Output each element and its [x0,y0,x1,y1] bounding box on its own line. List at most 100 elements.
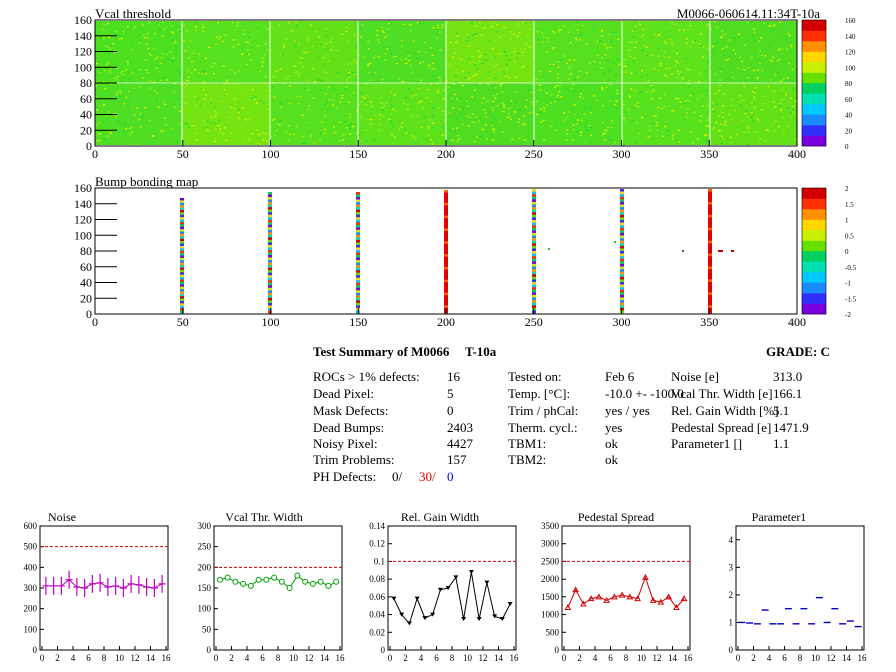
chart-ytick-label: 0 [381,645,386,655]
chart-ytick-label: 0.12 [369,539,385,549]
series-line [45,579,163,589]
color-scale-label: 40 [845,112,853,120]
chart-title: Parameter1 [752,510,807,524]
color-scale-segment [802,72,826,84]
map-ytick-label: 120 [74,45,92,59]
color-scale-segment [802,188,826,199]
bump-column [356,192,360,314]
map-region [534,21,622,83]
map-xtick-label: 400 [788,147,806,161]
data-point [445,586,451,590]
chart-xtick-label: 4 [593,653,598,663]
color-scale-border [801,187,827,315]
summary-value: 4427 [447,436,473,451]
map-region [358,21,446,83]
data-point [143,577,151,596]
color-scale-label: -0.5 [845,264,857,272]
map-ytick-label: 100 [74,60,92,74]
chart-xtick-label: 16 [858,653,868,663]
color-scale-segment [802,198,826,210]
map-ytick-label: 0 [86,139,92,153]
chart-ytick-label: 2000 [541,574,560,584]
color-scale-segment [802,230,826,241]
chart-xtick-label: 2 [403,653,408,663]
color-scale-label: 20 [845,127,853,135]
chart-ytick-label: 100 [198,604,212,614]
data-point [626,593,634,600]
color-scale-segment [802,135,826,147]
map-region [622,83,710,145]
data-point [119,579,127,597]
map-ytick-label: 160 [74,13,92,27]
data-point [57,576,65,595]
color-scale-label: -1 [845,280,851,288]
chart-xtick-label: 10 [811,653,821,663]
chart-xtick-label: 4 [71,653,76,663]
data-point [603,596,610,603]
map-xtick-label: 350 [700,147,718,161]
color-scale-label: -1.5 [845,295,857,303]
chart-title: Pedestal Spread [578,510,654,524]
color-scale-segment [802,240,826,252]
map-ytick-label: 120 [74,213,92,227]
summary-label: Vcal Thr. Width [e] [671,386,773,401]
data-point [127,574,135,593]
chart-xtick-label: 8 [624,653,629,663]
bump-dot [548,248,550,250]
summary-label: TBM1: [508,436,547,451]
grade: GRADE: C [766,344,830,359]
chart-xtick-label: 0 [736,653,741,663]
summary-value: 166.1 [773,386,803,401]
data-point [414,596,420,601]
map-ytick-label: 80 [80,76,92,90]
color-scale-label: 140 [845,33,856,41]
data-point [422,616,428,621]
map-texture [95,21,797,146]
color-scale-label: 1.5 [845,201,854,209]
map-ytick-label: 60 [80,92,92,106]
module-id: M0066-060614.11:34T-10a [677,6,820,21]
map-xtick-label: 150 [349,147,367,161]
series-line [219,574,337,589]
chart-xtick-label: 16 [162,653,172,663]
data-point [461,617,467,621]
chart-xtick-label: 2 [577,653,582,663]
data-point [484,580,490,585]
summary-value: 5.1 [773,403,790,418]
data-point [158,574,166,593]
data-point [112,576,120,595]
map-region [534,83,622,145]
chart-xtick-label: 10 [463,653,473,663]
color-scale-segment [802,261,826,273]
chart-xtick-label: 10 [115,653,125,663]
color-scale-segment [802,62,826,73]
data-point [224,574,231,581]
data-point [232,578,239,585]
summary-label: Pedestal Spread [e] [671,420,772,435]
map-xtick-label: 200 [437,147,455,161]
data-point [317,578,324,585]
color-scale-label: 0 [845,248,849,256]
summary-value: 2403 [447,420,473,435]
ph-defects-value-2: 30/ [419,469,436,484]
color-scale-label: 120 [845,49,856,57]
chart-ytick-label: 200 [24,604,38,614]
map-xtick-label: 50 [177,315,189,329]
data-point [595,593,603,600]
bump-column [268,192,272,314]
chart-ytick-label: 400 [24,562,38,572]
chart-xtick-label: 16 [510,653,520,663]
color-scale-segment [802,219,826,231]
bump-dot [614,241,616,243]
map-xtick-label: 250 [525,147,543,161]
map-ytick-label: 40 [80,276,92,290]
data-point [507,601,513,606]
map-ytick-label: 20 [80,123,92,137]
summary-label: Parameter1 [] [671,436,743,451]
chart-xtick-label: 0 [214,653,219,663]
ph-defects-label: PH Defects: [313,469,377,484]
map-xtick-label: 350 [700,315,718,329]
